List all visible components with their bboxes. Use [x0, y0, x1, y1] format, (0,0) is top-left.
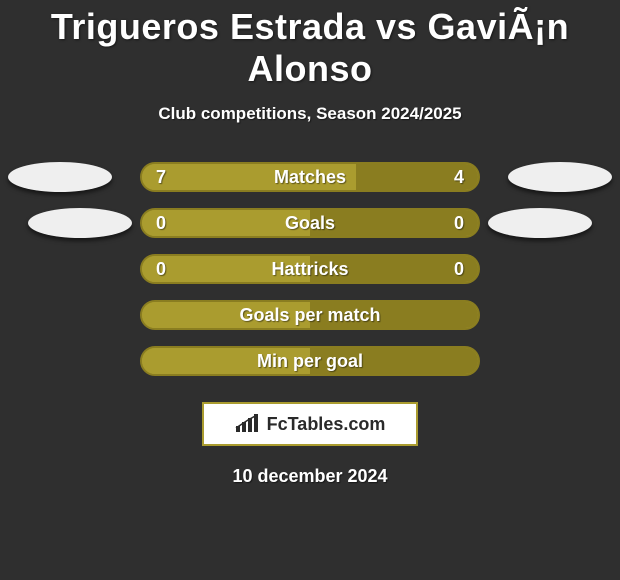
- player-marker-right: [488, 208, 592, 238]
- stat-bar-right: [310, 256, 478, 282]
- player-marker-left: [28, 208, 132, 238]
- page-title: Trigueros Estrada vs GaviÃ¡n Alonso: [0, 6, 620, 90]
- stat-bar-right: [356, 164, 478, 190]
- stat-bar-left: [142, 348, 310, 374]
- stat-row: Goals00: [0, 200, 620, 246]
- stat-bar-left: [142, 164, 356, 190]
- stat-row: Matches74: [0, 154, 620, 200]
- page: Trigueros Estrada vs GaviÃ¡n Alonso Club…: [0, 0, 620, 580]
- stats-block: Matches74 Goals00 Hattricks00 Goals per mat…: [0, 154, 620, 384]
- stat-bar: Hattricks00: [140, 254, 480, 284]
- page-subtitle: Club competitions, Season 2024/2025: [158, 104, 461, 124]
- footer-date: 10 december 2024: [232, 466, 387, 487]
- stat-row: Hattricks00: [0, 246, 620, 292]
- player-marker-right: [508, 162, 612, 192]
- stat-bar: Min per goal: [140, 346, 480, 376]
- stat-bar-right: [310, 210, 478, 236]
- stat-bar-left: [142, 302, 310, 328]
- stat-bar-left: [142, 210, 310, 236]
- stat-bar: Goals00: [140, 208, 480, 238]
- stat-bar: Matches74: [140, 162, 480, 192]
- stat-row: Min per goal: [0, 338, 620, 384]
- bar-chart-icon: [235, 414, 261, 434]
- stat-bar: Goals per match: [140, 300, 480, 330]
- source-badge-text: FcTables.com: [267, 414, 386, 435]
- stat-bar-left: [142, 256, 310, 282]
- player-marker-left: [8, 162, 112, 192]
- stat-row: Goals per match: [0, 292, 620, 338]
- stat-bar-right: [310, 302, 478, 328]
- stat-bar-right: [310, 348, 478, 374]
- source-badge: FcTables.com: [202, 402, 418, 446]
